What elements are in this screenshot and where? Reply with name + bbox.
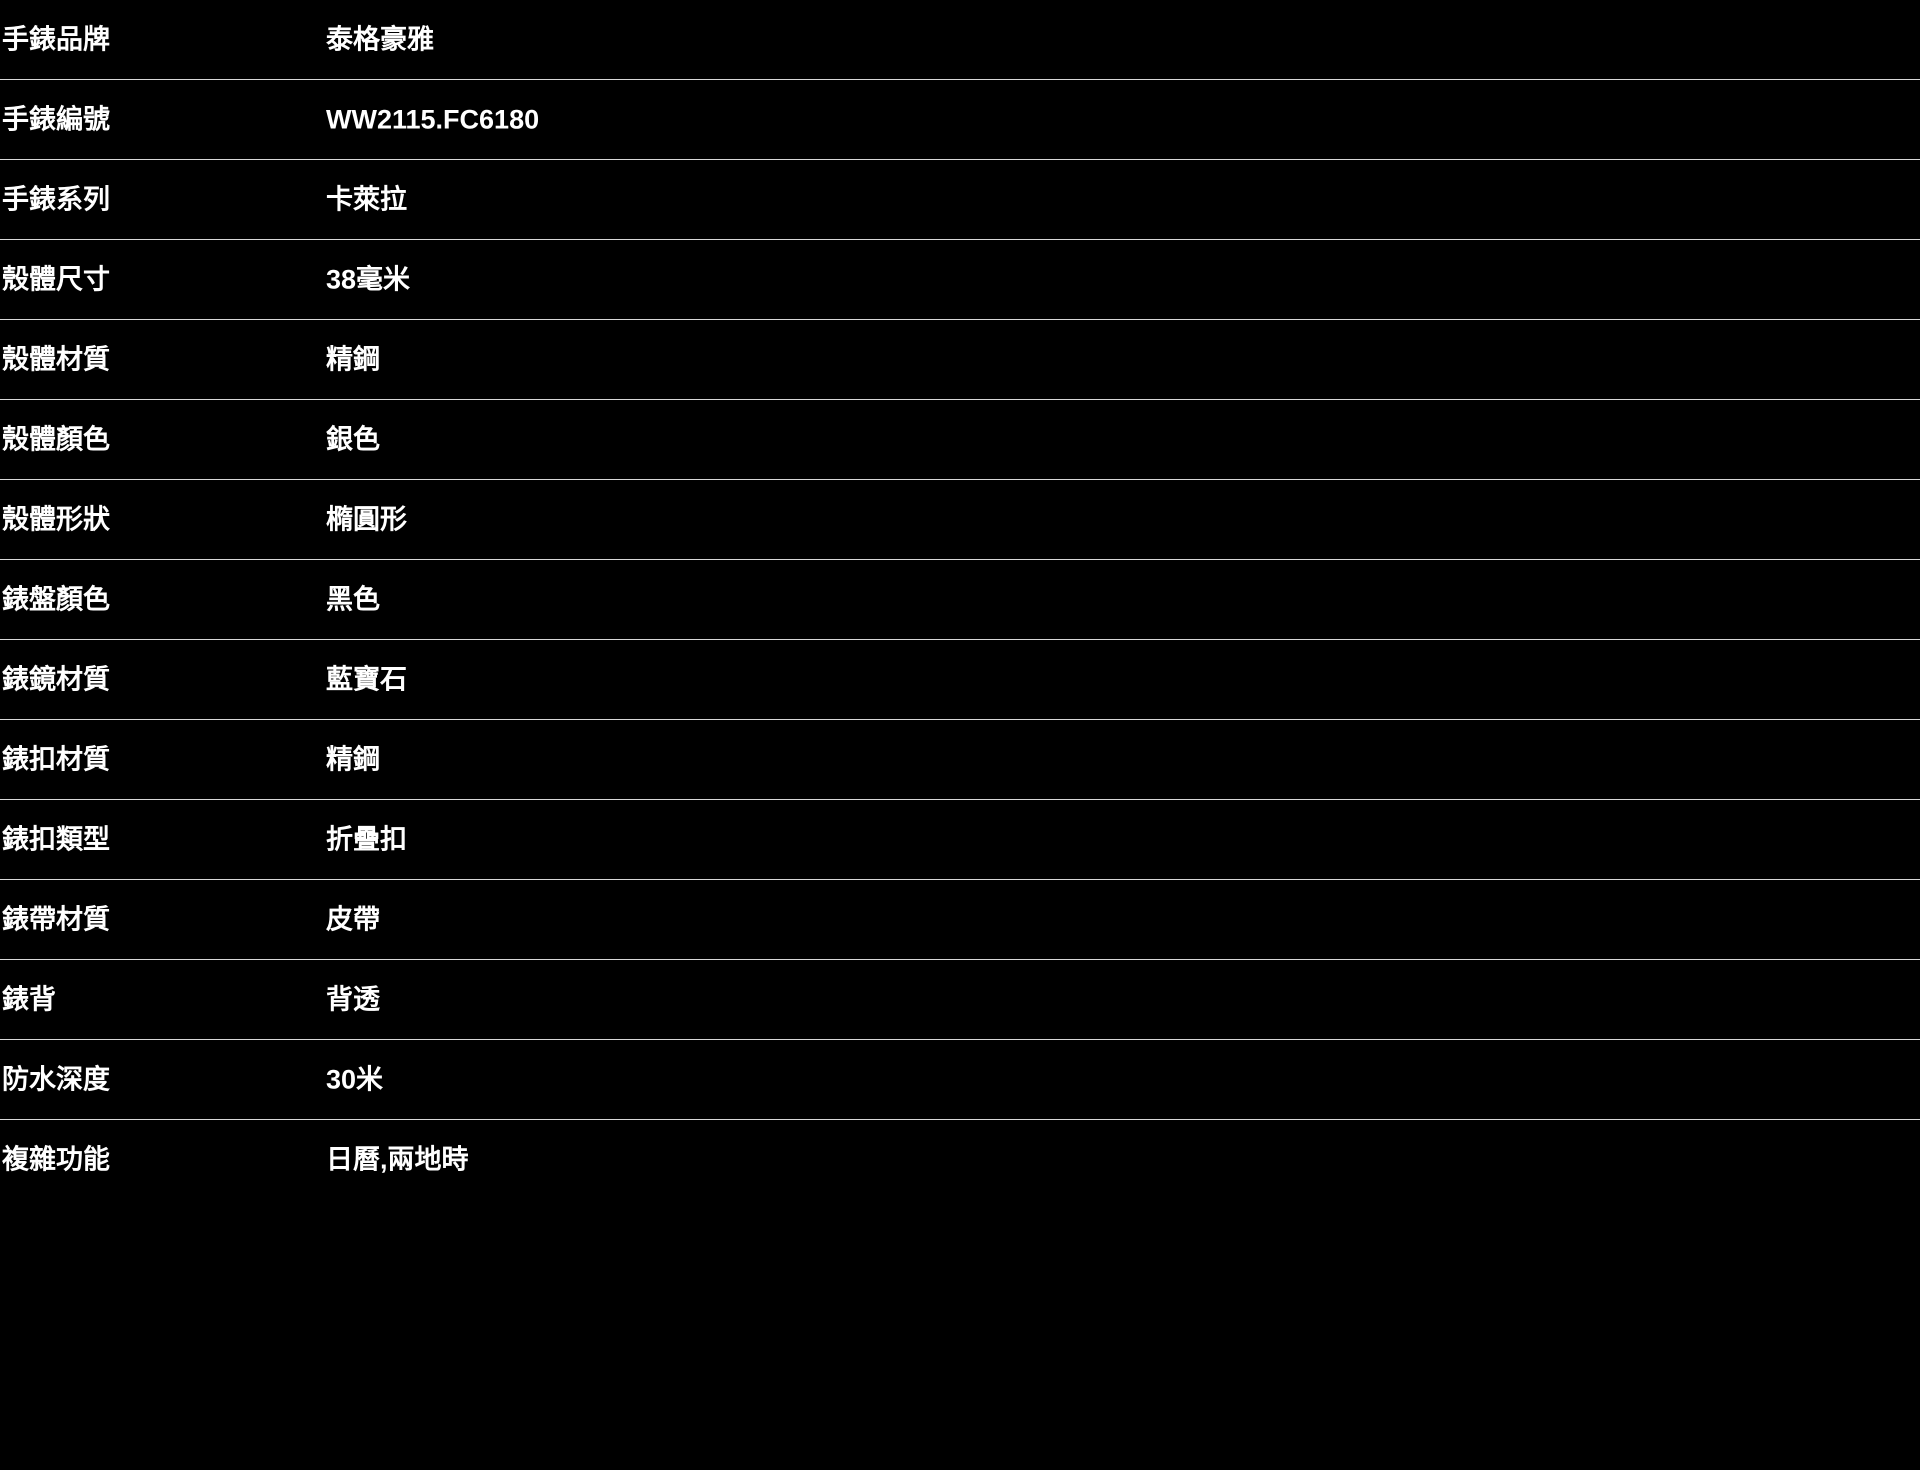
spec-row: 殼體顏色 銀色 <box>0 400 1920 480</box>
spec-row: 錶鏡材質 藍寶石 <box>0 640 1920 720</box>
spec-row: 殼體形狀 橢圓形 <box>0 480 1920 560</box>
spec-row: 手錶系列 卡萊拉 <box>0 160 1920 240</box>
spec-value: 日曆,兩地時 <box>326 1144 469 1175</box>
spec-row: 錶帶材質 皮帶 <box>0 880 1920 960</box>
spec-row: 殼體材質 精鋼 <box>0 320 1920 400</box>
spec-value: 黑色 <box>326 584 380 614</box>
spec-label: 殼體尺寸 <box>2 264 110 294</box>
spec-row: 錶盤顏色 黑色 <box>0 560 1920 640</box>
spec-label: 錶盤顏色 <box>2 584 110 614</box>
spec-label: 殼體顏色 <box>2 424 110 454</box>
spec-label: 錶帶材質 <box>2 904 110 934</box>
spec-label: 錶扣類型 <box>2 824 110 854</box>
spec-value: WW2115.FC6180 <box>326 104 540 134</box>
spec-row: 錶扣材質 精鋼 <box>0 720 1920 800</box>
spec-row: 複雜功能 日曆,兩地時 <box>0 1120 1920 1200</box>
spec-value: 銀色 <box>326 424 380 454</box>
spec-value: 折疊扣 <box>326 824 407 854</box>
spec-value: 30米 <box>326 1064 384 1094</box>
spec-label: 複雜功能 <box>2 1144 110 1175</box>
watch-spec-table: 手錶品牌 泰格豪雅手錶編號 WW2115.FC6180 手錶系列 卡萊拉殼體尺寸 38毫米… <box>0 0 1920 1200</box>
spec-label: 錶鏡材質 <box>2 664 110 694</box>
spec-row: 防水深度 30米 <box>0 1040 1920 1120</box>
spec-value: 泰格豪雅 <box>326 24 434 54</box>
spec-row: 殼體尺寸 38毫米 <box>0 240 1920 320</box>
spec-label: 殼體形狀 <box>2 504 110 534</box>
spec-label: 錶扣材質 <box>2 744 110 774</box>
spec-value: 背透 <box>326 984 380 1014</box>
spec-value: 皮帶 <box>326 904 380 934</box>
spec-value: 精鋼 <box>326 344 380 374</box>
spec-label: 手錶品牌 <box>2 24 110 54</box>
spec-value: 橢圓形 <box>326 504 407 534</box>
spec-label: 防水深度 <box>2 1064 110 1094</box>
spec-label: 錶背 <box>2 984 56 1014</box>
spec-label: 殼體材質 <box>2 344 110 374</box>
spec-label: 手錶系列 <box>2 184 110 214</box>
spec-value: 38毫米 <box>326 264 411 294</box>
spec-value: 藍寶石 <box>326 664 407 694</box>
spec-value: 卡萊拉 <box>326 184 407 214</box>
spec-row: 手錶品牌 泰格豪雅 <box>0 0 1920 80</box>
spec-row: 手錶編號 WW2115.FC6180 <box>0 80 1920 160</box>
spec-row: 錶扣類型 折疊扣 <box>0 800 1920 880</box>
spec-label: 手錶編號 <box>2 104 110 134</box>
spec-row: 錶背 背透 <box>0 960 1920 1040</box>
spec-value: 精鋼 <box>326 744 380 774</box>
